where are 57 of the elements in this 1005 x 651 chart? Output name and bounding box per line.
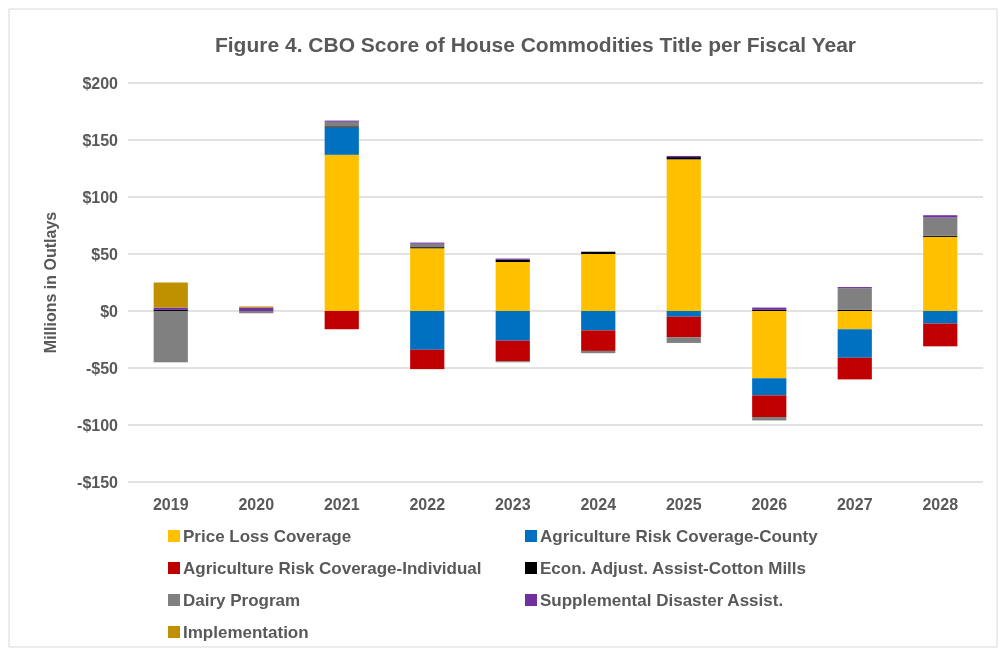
legend-label: Agriculture Risk Coverage-Individual — [183, 558, 482, 578]
y-tick-label: $150 — [82, 131, 119, 149]
y-tick-label: $50 — [91, 245, 119, 263]
y-tick-label: -$150 — [77, 473, 119, 491]
x-tick-label: 2020 — [238, 496, 275, 513]
x-tick-label: 2026 — [751, 496, 788, 513]
bar — [923, 311, 958, 324]
y-axis-title: Millions in Outlays — [42, 211, 59, 354]
x-tick-label: 2028 — [922, 496, 959, 513]
x-tick-label: 2024 — [580, 496, 617, 513]
legend-label: Implementation — [183, 622, 309, 642]
bar — [923, 217, 958, 236]
x-tick-label: 2023 — [494, 496, 531, 513]
legend-label: Econ. Adjust. Assist-Cotton Mills — [540, 558, 807, 578]
y-tick-label: $100 — [82, 188, 119, 206]
legend-label: Price Loss Coverage — [183, 526, 352, 546]
bar — [410, 349, 445, 370]
bar — [153, 311, 188, 363]
bar — [837, 311, 872, 330]
bar — [410, 248, 445, 311]
bar — [837, 357, 872, 380]
y-tick-label: -$50 — [85, 359, 119, 377]
bar — [495, 311, 530, 341]
chart-title: Figure 4. CBO Score of House Commodities Title per Fiscal Year — [214, 33, 857, 56]
bar — [153, 282, 188, 308]
bar — [752, 395, 787, 418]
bar — [666, 337, 701, 343]
bar — [837, 329, 872, 358]
bar — [581, 330, 616, 351]
x-tick-label: 2022 — [409, 496, 446, 513]
x-tick-label: 2019 — [152, 496, 189, 513]
bar — [324, 127, 359, 155]
bar — [752, 378, 787, 396]
bar — [410, 311, 445, 350]
bar — [837, 288, 872, 310]
legend-label: Supplemental Disaster Assist. — [540, 590, 784, 610]
y-tick-label: $0 — [100, 302, 119, 320]
legend-label: Agriculture Risk Coverage-County — [540, 526, 819, 546]
bar — [923, 215, 958, 218]
bar — [666, 316, 701, 338]
x-tick-label: 2025 — [665, 496, 702, 513]
y-tick-label: -$100 — [77, 416, 119, 434]
bar — [495, 340, 530, 362]
x-tick-label: 2021 — [323, 496, 360, 513]
bar — [581, 311, 616, 331]
x-tick-label: 2027 — [836, 496, 873, 513]
bar — [923, 236, 958, 311]
legend-label: Dairy Program — [183, 590, 301, 610]
bar — [666, 311, 701, 317]
bar — [666, 159, 701, 311]
bar — [324, 311, 359, 330]
y-tick-label: $200 — [82, 74, 119, 92]
bar — [324, 154, 359, 311]
bar — [923, 323, 958, 347]
bar — [581, 254, 616, 311]
bar — [495, 261, 530, 311]
bar — [752, 311, 787, 379]
